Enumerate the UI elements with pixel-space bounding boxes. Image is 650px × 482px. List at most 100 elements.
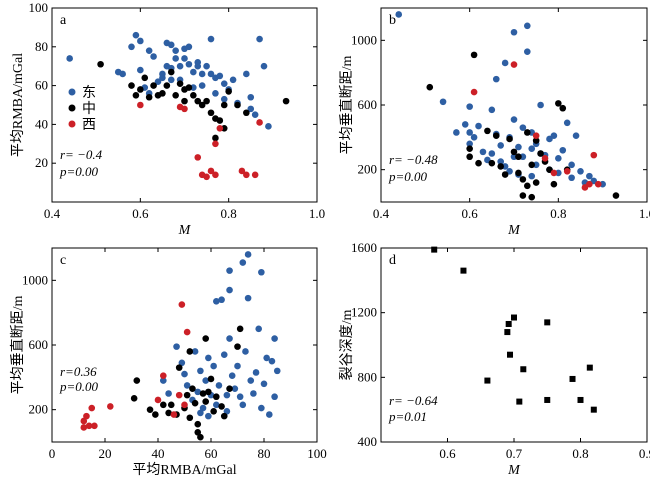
data-point <box>167 401 175 409</box>
data-point <box>431 246 438 253</box>
data-point <box>83 412 90 420</box>
data-point <box>88 404 96 412</box>
data-point <box>154 78 162 86</box>
data-point <box>107 403 114 410</box>
y-tick-label: 1000 <box>351 32 377 47</box>
data-point <box>181 105 188 113</box>
data-point <box>160 401 167 409</box>
data-point <box>137 86 144 93</box>
data-point <box>186 348 194 355</box>
p-value: p=0.00 <box>388 169 428 184</box>
data-point <box>207 109 215 117</box>
data-point <box>203 97 210 105</box>
data-point <box>207 70 215 78</box>
data-point <box>212 171 219 179</box>
data-point <box>212 134 219 142</box>
data-point <box>532 132 540 140</box>
data-point <box>266 411 273 418</box>
data-point <box>197 409 204 417</box>
data-point <box>189 385 196 392</box>
data-point <box>466 140 473 148</box>
data-point <box>497 142 505 149</box>
data-point <box>510 116 518 123</box>
data-point <box>236 393 244 401</box>
data-point <box>263 354 270 362</box>
data-point <box>190 92 197 99</box>
data-point <box>247 105 255 113</box>
y-tick-label: 600 <box>358 97 378 112</box>
data-point <box>544 396 551 403</box>
panel-d: 0.6 0.7 0.8 0.9 400 800 1200 1600 d M 裂谷深度/m r= −0.… <box>339 240 650 478</box>
data-point <box>466 153 473 161</box>
data-point <box>165 390 172 397</box>
data-point <box>220 412 228 420</box>
data-point <box>183 382 191 389</box>
data-point <box>271 335 278 342</box>
panel-letter: d <box>389 253 396 268</box>
data-point <box>515 143 522 151</box>
data-point <box>225 88 232 95</box>
data-point <box>242 348 249 355</box>
data-point <box>181 55 188 62</box>
data-point <box>470 51 478 59</box>
data-point <box>501 171 509 178</box>
data-point <box>461 121 469 128</box>
data-point <box>563 119 571 127</box>
x-axis-label: 平均RMBA/mGal <box>132 462 236 478</box>
data-point <box>510 28 518 36</box>
legend-marker <box>68 104 76 112</box>
data-point <box>524 48 531 55</box>
data-point <box>185 43 193 51</box>
data-point <box>226 335 233 342</box>
data-point <box>569 375 576 382</box>
data-point <box>528 161 536 169</box>
data-point <box>185 60 193 68</box>
data-point <box>229 76 237 84</box>
data-point <box>216 72 224 80</box>
data-point <box>460 267 467 274</box>
data-point <box>484 377 491 384</box>
data-point <box>258 268 265 276</box>
legend-marker <box>68 88 76 96</box>
data-point <box>439 98 447 106</box>
y-tick-label: 80 <box>35 39 48 54</box>
data-point <box>492 75 500 83</box>
data-point <box>175 364 183 371</box>
y-axis-label: 裂谷深度/m <box>339 310 355 381</box>
y-tick-label: 60 <box>35 78 48 93</box>
data-point <box>236 325 244 333</box>
data-point <box>519 192 527 199</box>
data-point <box>563 167 571 175</box>
data-point <box>176 80 184 87</box>
data-point <box>256 35 263 43</box>
data-point <box>258 404 265 412</box>
data-point <box>520 366 527 373</box>
data-point <box>203 173 210 181</box>
data-point <box>159 74 166 82</box>
data-point <box>243 109 250 117</box>
data-point <box>528 145 536 152</box>
data-point <box>511 314 517 321</box>
y-tick-label: 800 <box>358 369 378 384</box>
data-point <box>194 429 202 436</box>
data-point <box>475 122 482 130</box>
data-point <box>243 171 250 179</box>
data-point <box>163 82 171 89</box>
data-point <box>466 103 473 110</box>
data-point <box>488 150 496 157</box>
data-point <box>167 76 175 84</box>
panel-c: 0 20 40 60 80 100 200 600 1000 c 平均RMBA/mGal 平均垂直断距… <box>9 247 327 478</box>
data-point <box>210 407 217 415</box>
x-tick-label: 80 <box>258 446 271 461</box>
data-point <box>194 154 202 161</box>
y-tick-label: 600 <box>29 337 49 352</box>
p-value: p=0.00 <box>59 164 99 179</box>
data-point <box>194 62 202 70</box>
data-point <box>66 55 73 62</box>
data-point <box>198 70 206 78</box>
data-point <box>220 101 228 109</box>
y-tick-label: 40 <box>35 116 48 131</box>
correlation-r: r=0.36 <box>60 364 97 379</box>
data-point <box>265 123 272 130</box>
